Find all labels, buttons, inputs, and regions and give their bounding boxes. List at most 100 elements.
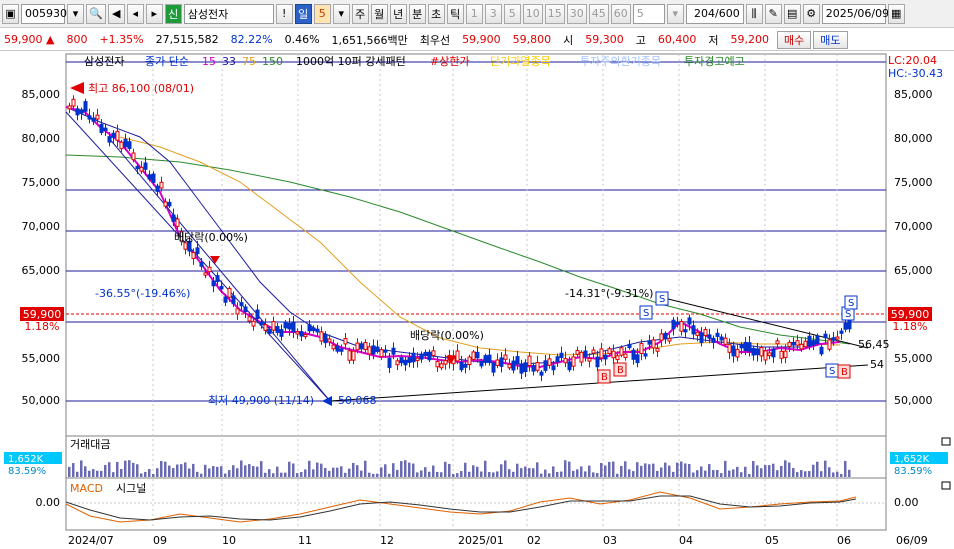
period-minute-button[interactable]: 분 [408, 3, 426, 24]
period-second-button[interactable]: 초 [427, 3, 445, 24]
draw-icon[interactable]: ✎ [764, 3, 782, 24]
chart-area[interactable]: 85,000 80,000 75,000 70,000 65,000 55,00… [0, 52, 954, 549]
candle [139, 166, 144, 172]
candle [583, 350, 588, 358]
candle [163, 201, 168, 207]
stock-name-field[interactable]: 삼성전자 [183, 3, 274, 24]
candle [435, 361, 440, 368]
candle [399, 357, 404, 364]
speaker-icon[interactable]: ◀ [107, 3, 125, 24]
volume-bar [152, 473, 155, 477]
minute-dropdown-icon[interactable]: ▾ [666, 3, 684, 24]
period-month-button[interactable]: 월 [370, 3, 388, 24]
minute-1-button[interactable]: 1 [465, 3, 483, 24]
candle-icon[interactable]: ⫼ [745, 3, 763, 24]
volume-bar [432, 465, 435, 477]
period-day-button[interactable]: 일 [294, 3, 312, 24]
minute-60-button[interactable]: 60 [610, 3, 631, 24]
minute-30-button[interactable]: 30 [566, 3, 587, 24]
current-price-text-right: 59,900 [891, 308, 930, 321]
candle [651, 339, 656, 349]
volume-bar [804, 471, 807, 477]
macd-panel-close-icon[interactable] [941, 481, 951, 490]
high-price: 60,400 [657, 33, 697, 46]
candle [571, 356, 576, 367]
candle [799, 343, 804, 350]
prev-icon[interactable]: ◂ [126, 3, 144, 24]
price-panel[interactable] [65, 53, 887, 437]
volume-bar [708, 464, 711, 477]
minute-select[interactable]: 5 [632, 3, 665, 24]
alert-button[interactable]: ! [275, 3, 293, 24]
candle [311, 327, 316, 332]
candle [479, 361, 484, 367]
gear-icon[interactable]: ⚙ [802, 3, 820, 24]
date-field[interactable]: 2025/06/09 [821, 3, 889, 24]
candle [587, 357, 592, 362]
candle [327, 338, 332, 343]
volume-bar [412, 463, 415, 477]
minute-15-button[interactable]: 15 [544, 3, 565, 24]
volume-bar [284, 472, 287, 477]
period-year-button[interactable]: 년 [389, 3, 407, 24]
candle [523, 362, 528, 372]
candle [127, 141, 132, 149]
current-price: 59,900 ▲ [4, 33, 55, 46]
volume-bar [276, 466, 279, 477]
candle [247, 316, 252, 322]
volume-bar [480, 471, 483, 477]
volume-bar [792, 468, 795, 477]
volume-bar [428, 471, 431, 477]
volume-bar [444, 461, 447, 477]
buy-button[interactable]: 매수 [777, 30, 812, 49]
sell-button[interactable]: 매도 [813, 30, 848, 49]
volume-bar [196, 471, 199, 477]
calendar-icon[interactable]: ▦ [887, 3, 905, 24]
dropdown-icon[interactable]: ▾ [67, 3, 84, 24]
volume-bar [608, 461, 611, 477]
minute-10-button[interactable]: 10 [522, 3, 543, 24]
axis-label-left: 50,000 [22, 394, 61, 407]
volume-bar [800, 470, 803, 477]
volume-value-right: 1,652K [894, 454, 930, 465]
minute-5-button[interactable]: 5 [503, 3, 521, 24]
axis-label-right: 70,000 [894, 220, 933, 233]
next-icon[interactable]: ▸ [145, 3, 163, 24]
volume-bar [568, 461, 571, 477]
stock-chart[interactable]: 85,000 80,000 75,000 70,000 65,000 55,00… [0, 52, 954, 549]
count-field[interactable]: 204/600 [685, 3, 744, 24]
period-value-button[interactable]: 5 [313, 3, 331, 24]
candle [159, 181, 164, 189]
chart-icon[interactable]: ▣ [2, 3, 19, 24]
minute-3-button[interactable]: 3 [484, 3, 502, 24]
period-tick-button[interactable]: 틱 [446, 3, 464, 24]
period-dropdown-icon[interactable]: ▾ [332, 3, 350, 24]
volume-bar [760, 468, 763, 477]
volume-bar [380, 467, 383, 477]
sell-signal-icon [655, 291, 669, 306]
save-icon[interactable]: ▤ [783, 3, 801, 24]
volume-panel-close-icon[interactable] [941, 437, 951, 446]
axis-label-right: 75,000 [894, 176, 933, 189]
macd-panel[interactable] [65, 477, 887, 531]
volume-bar [112, 472, 115, 477]
candle [487, 354, 492, 363]
candle [591, 349, 596, 354]
candle [115, 130, 120, 141]
volume-bar [576, 469, 579, 477]
volume-bar [692, 472, 695, 477]
current-pct-right: 1.18% [893, 320, 928, 333]
minute-45-button[interactable]: 45 [588, 3, 609, 24]
volume-bar [332, 467, 335, 477]
candle [671, 319, 676, 330]
candle [847, 320, 852, 330]
candle [387, 357, 392, 368]
stock-code-input[interactable]: 005930 [21, 3, 67, 24]
candle [747, 342, 752, 352]
candle [423, 351, 428, 357]
price-change: 800 [66, 33, 88, 46]
period-week-button[interactable]: 주 [351, 3, 369, 24]
candle [519, 363, 524, 374]
search-icon[interactable]: 🔍 [86, 3, 106, 24]
legend-ma150: 150 [262, 55, 283, 68]
